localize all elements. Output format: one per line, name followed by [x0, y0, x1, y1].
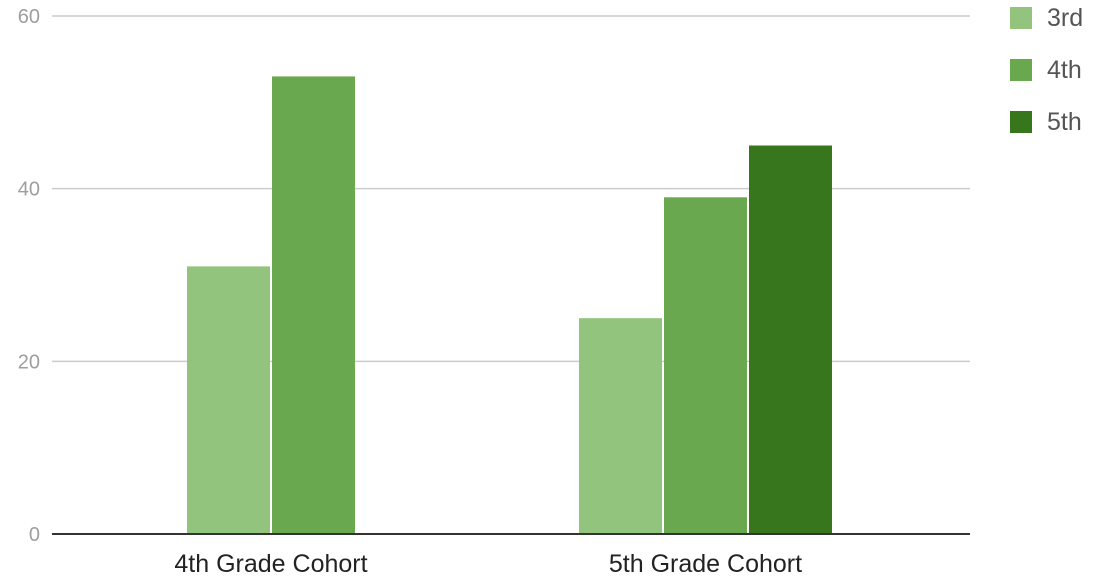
x-axis-ticks: 4th Grade Cohort 5th Grade Cohort	[174, 550, 802, 576]
y-tick-label: 60	[18, 6, 40, 28]
x-tick-label: 4th Grade Cohort	[174, 550, 367, 576]
legend-label-5th: 5th	[1047, 108, 1082, 136]
bars	[187, 76, 832, 535]
bar-5th-1	[749, 145, 832, 534]
bar-3rd-0	[187, 266, 270, 534]
legend: 3rd 4th 5th	[1010, 4, 1083, 136]
legend-label-3rd: 3rd	[1047, 4, 1083, 32]
legend-swatch-3rd	[1010, 7, 1032, 29]
x-tick-label: 5th Grade Cohort	[609, 550, 802, 576]
bar-4th-1	[664, 197, 747, 535]
y-tick-label: 20	[18, 351, 40, 373]
legend-label-4th: 4th	[1047, 56, 1082, 84]
y-axis-ticks: 0 20 40 60	[18, 6, 40, 546]
legend-swatch-5th	[1010, 111, 1032, 133]
bar-4th-0	[272, 76, 355, 534]
bar-3rd-1	[579, 318, 662, 534]
y-tick-label: 40	[18, 179, 40, 201]
legend-swatch-4th	[1010, 59, 1032, 81]
y-tick-label: 0	[29, 524, 40, 546]
